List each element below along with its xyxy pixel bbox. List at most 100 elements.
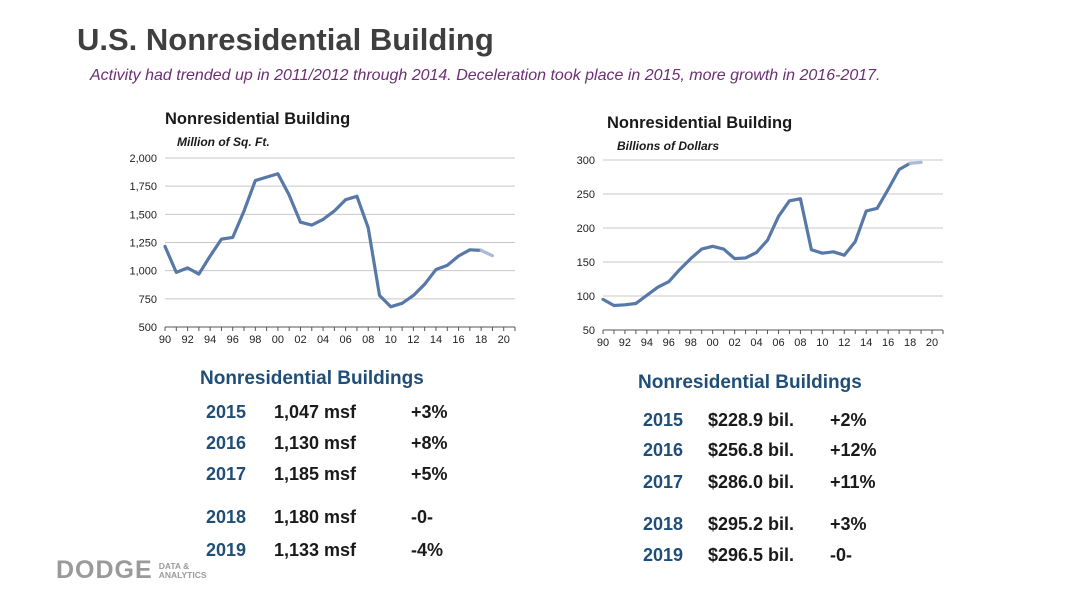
x-tick-label: 16	[882, 337, 894, 349]
data-point	[810, 248, 813, 251]
sqft-line-chart: Nonresidential Building Million of Sq. Ft…	[129, 110, 516, 346]
x-tick-label: 18	[475, 334, 487, 346]
y-tick-label: 1,000	[129, 266, 157, 278]
row-value: $296.5 bil.	[708, 545, 795, 565]
data-point	[733, 257, 736, 260]
x-tick-label: 94	[204, 334, 216, 346]
data-point	[821, 251, 824, 255]
logo-tagline-line2: ANALYTICS	[158, 569, 207, 580]
sqft-chart-title: Nonresidential Building	[165, 110, 350, 128]
row-change: -4%	[411, 540, 444, 560]
x-tick-label: 14	[430, 334, 442, 346]
data-point	[186, 266, 189, 270]
row-change: -0-	[411, 507, 433, 527]
y-tick-label: 2,000	[129, 153, 157, 165]
y-tick-label: 150	[577, 257, 595, 269]
x-tick-label: 04	[750, 337, 762, 349]
y-tick-label: 50	[583, 325, 595, 337]
x-tick-label: 02	[728, 337, 740, 349]
dollars-chart-title: Nonresidential Building	[607, 114, 792, 132]
data-point	[276, 172, 280, 175]
x-tick-label: 96	[227, 334, 239, 346]
x-tick-label: 96	[663, 337, 675, 349]
row-year: 2019	[643, 545, 684, 565]
row-change: +8%	[411, 433, 448, 453]
data-point	[865, 209, 868, 213]
row-year: 2015	[643, 410, 684, 430]
row-year: 2016	[643, 440, 684, 460]
x-tick-label: 00	[272, 334, 284, 346]
x-tick-label: 08	[362, 334, 374, 346]
data-point	[479, 249, 483, 252]
data-point	[299, 221, 302, 224]
x-tick-label: 14	[860, 337, 872, 349]
row-value: $256.8 bil.	[708, 440, 795, 460]
x-tick-label: 16	[452, 334, 464, 346]
data-point	[744, 256, 747, 260]
logo-wordmark: DODGE	[56, 556, 153, 584]
row-value: 1,047 msf	[274, 402, 357, 422]
data-point	[355, 195, 359, 198]
data-point	[287, 193, 291, 197]
page-subtitle: Activity had trended up in 2011/2012 thr…	[90, 67, 881, 84]
data-point	[446, 264, 449, 267]
row-value: 1,130 msf	[274, 433, 357, 453]
x-tick-label: 92	[181, 334, 193, 346]
y-tick-label: 250	[577, 189, 595, 201]
row-value: 1,180 msf	[274, 507, 357, 527]
data-point	[457, 254, 460, 258]
row-year: 2018	[643, 514, 684, 534]
dollars-chart-subtitle: Billions of Dollars	[617, 139, 719, 153]
data-point	[678, 268, 681, 271]
data-point	[400, 302, 404, 305]
data-point	[897, 168, 901, 171]
row-value: $286.0 bil.	[708, 472, 795, 492]
data-point	[645, 294, 649, 297]
data-point	[777, 215, 780, 218]
y-tick-label: 1,500	[129, 209, 157, 221]
data-point	[242, 209, 246, 213]
page-title: U.S. Nonresidential Building	[77, 22, 494, 57]
data-point	[423, 282, 426, 286]
data-point	[310, 223, 313, 227]
x-tick-label: 02	[294, 334, 306, 346]
data-point	[434, 268, 438, 271]
x-tick-label: 12	[838, 337, 850, 349]
data-point	[875, 207, 879, 210]
y-tick-label: 1,250	[129, 238, 157, 250]
x-tick-label: 94	[641, 337, 653, 349]
data-point	[378, 294, 381, 297]
row-value: $295.2 bil.	[708, 514, 795, 534]
x-tick-label: 08	[794, 337, 806, 349]
row-change: -0-	[830, 545, 852, 565]
sqft-chart-subtitle: Million of Sq. Ft.	[177, 135, 270, 149]
row-year: 2016	[206, 433, 247, 453]
dollars-projected-line	[908, 160, 923, 165]
x-tick-label: 06	[340, 334, 352, 346]
x-tick-label: 90	[597, 337, 609, 349]
data-point	[854, 240, 857, 243]
x-tick-label: 00	[707, 337, 719, 349]
data-point	[367, 226, 370, 230]
dollars-table-title: Nonresidential Buildings	[638, 372, 862, 393]
row-value: 1,133 msf	[274, 540, 357, 560]
row-year: 2015	[206, 402, 247, 422]
data-point	[766, 239, 769, 242]
data-point	[667, 280, 671, 283]
x-tick-label: 90	[159, 334, 171, 346]
y-tick-label: 100	[577, 291, 595, 303]
data-point	[634, 302, 638, 305]
x-tick-label: 98	[249, 334, 261, 346]
row-change: +2%	[830, 410, 867, 430]
data-point	[623, 303, 627, 307]
data-point	[711, 245, 714, 248]
row-year: 2019	[206, 540, 247, 560]
x-tick-label: 10	[816, 337, 828, 349]
data-point	[321, 218, 325, 221]
data-point	[689, 257, 692, 260]
data-point	[265, 175, 268, 179]
x-tick-label: 04	[317, 334, 329, 346]
x-tick-label: 92	[619, 337, 631, 349]
row-change: +3%	[830, 514, 867, 534]
data-point	[612, 304, 616, 307]
